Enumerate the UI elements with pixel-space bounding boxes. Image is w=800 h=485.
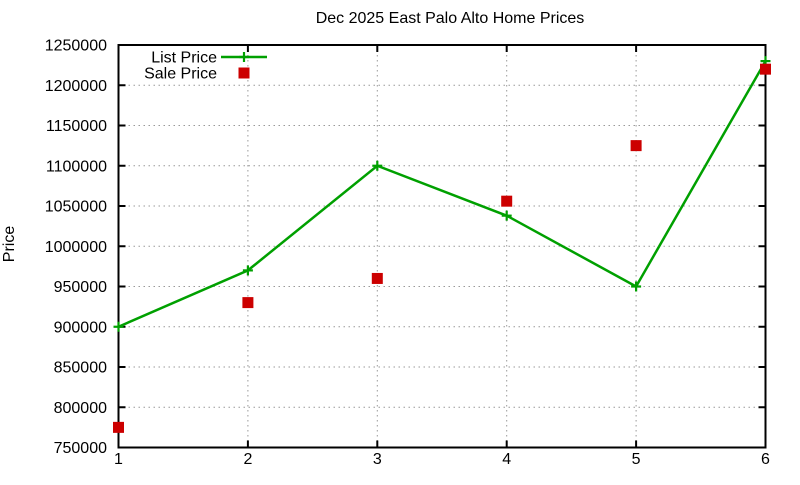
y-axis-label: Price [1,226,18,263]
square-marker-icon [113,421,124,433]
x-tick-label: 6 [761,451,770,468]
y-tick-label: 950000 [54,279,107,296]
x-tick-label: 2 [243,451,252,468]
square-marker-icon [371,272,383,284]
y-tick-label: 750000 [54,440,107,457]
y-tick-label: 1000000 [45,239,107,256]
y-tick-label: 800000 [54,400,107,417]
legend-label: List Price [151,50,217,67]
x-tick-label: 5 [632,451,641,468]
series-line [118,60,767,328]
square-marker-icon [760,63,771,75]
y-tick-label: 850000 [54,360,107,377]
square-marker-icon [501,195,513,207]
series-sale-price [113,63,771,433]
square-marker-icon [630,140,642,152]
axis-layer: 750000 800000 850000 900000 950000 1000000 105… [45,38,770,469]
x-tick-label: 4 [502,451,511,468]
y-tick-label: 1150000 [46,118,107,135]
y-tick-label: 1050000 [45,199,107,216]
x-tick-label: 3 [373,451,382,468]
square-marker-icon [242,297,254,309]
y-tick-label: 1200000 [45,78,107,95]
series-layer [113,56,771,433]
plot-border [117,44,767,449]
chart-title: Dec 2025 East Palo Alto Home Prices [316,10,585,27]
y-tick-label: 1250000 [45,38,107,55]
square-marker-icon [238,67,250,79]
y-tick-label: 900000 [54,319,107,336]
y-tick-label: 1100000 [46,158,107,175]
grid-layer [118,45,766,448]
series-list-price [113,56,771,332]
x-tick-label: 1 [114,451,123,468]
legend-label: Sale Price [144,66,217,83]
